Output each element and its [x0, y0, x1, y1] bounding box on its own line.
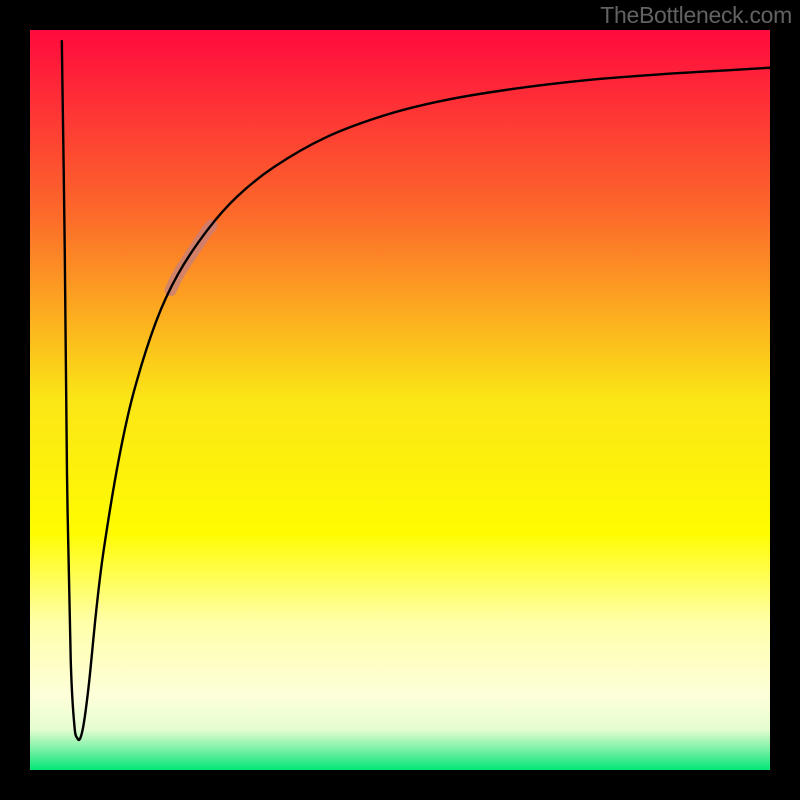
bottleneck-chart [0, 0, 800, 800]
chart-svg [0, 0, 800, 800]
